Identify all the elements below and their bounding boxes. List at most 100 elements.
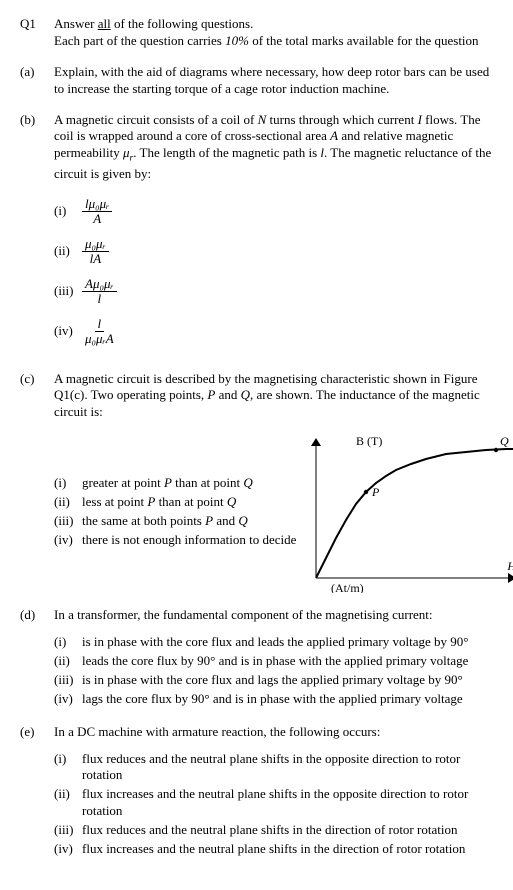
opt-text: leads the core flux by 90° and is in pha… [82, 653, 468, 670]
e-option-iii: (iii)flux reduces and the neutral plane … [54, 822, 493, 839]
part-d-text: In a transformer, the fundamental compon… [54, 607, 493, 624]
part-a-text: Explain, with the aid of diagrams where … [54, 64, 493, 98]
q1-body: Answer all of the following questions. E… [54, 16, 493, 50]
part-b-body: A magnetic circuit consists of a coil of… [54, 112, 493, 357]
var-A: A [330, 128, 338, 143]
opt-text: flux reduces and the neutral plane shift… [82, 751, 493, 785]
fraction: μ₀μᵣlA [82, 237, 109, 267]
roman: (iii) [54, 822, 82, 839]
roman: (i) [54, 751, 82, 785]
var-Q: Q [241, 387, 250, 402]
part-c: (c) A magnetic circuit is described by t… [20, 371, 493, 594]
part-c-label: (c) [20, 371, 54, 594]
c-option-i: (i) greater at point P than at point Q [54, 475, 296, 492]
roman: (ii) [54, 494, 82, 511]
part-c-text: A magnetic circuit is described by the m… [54, 371, 493, 422]
text: and [215, 387, 240, 402]
part-a: (a) Explain, with the aid of diagrams wh… [20, 64, 493, 98]
c-option-iii: (iii) the same at both points P and Q [54, 513, 296, 530]
text: . The length of the magnetic path is [133, 145, 320, 160]
d-option-iv: (iv)lags the core flux by 90° and is in … [54, 691, 493, 708]
part-b-text: A magnetic circuit consists of a coil of… [54, 112, 493, 183]
q1-label: Q1 [20, 16, 54, 50]
e-option-i: (i)flux reduces and the neutral plane sh… [54, 751, 493, 785]
numerator: l [95, 317, 105, 332]
underline-all: all [98, 16, 111, 31]
part-c-layout: (i) greater at point P than at point Q (… [54, 433, 493, 593]
roman: (iv) [54, 532, 82, 549]
part-d-label: (d) [20, 607, 54, 709]
var-mu-r: μr [123, 145, 133, 160]
b-option-ii: (ii) μ₀μᵣlA [54, 237, 493, 267]
text: turns through which current [266, 112, 417, 127]
part-a-label: (a) [20, 64, 54, 98]
part-e-label: (e) [20, 724, 54, 860]
denominator: μ₀μᵣA [82, 332, 117, 346]
e-option-ii: (ii)flux increases and the neutral plane… [54, 786, 493, 820]
part-e-text: In a DC machine with armature reaction, … [54, 724, 493, 741]
denominator: A [90, 212, 104, 226]
numerator: lμ₀μᵣ [82, 197, 112, 212]
roman: (i) [54, 203, 82, 220]
roman: (i) [54, 634, 82, 651]
part-e-body: In a DC machine with armature reaction, … [54, 724, 493, 860]
c-option-iv: (iv) there is not enough information to … [54, 532, 296, 549]
opt-text: flux increases and the neutral plane shi… [82, 786, 493, 820]
part-c-options: (i) greater at point P than at point Q (… [54, 433, 296, 551]
text: of the total marks available for the que… [249, 33, 479, 48]
part-d-body: In a transformer, the fundamental compon… [54, 607, 493, 709]
roman: (iv) [54, 691, 82, 708]
roman: (iv) [54, 841, 82, 858]
opt-text: flux increases and the neutral plane shi… [82, 841, 465, 858]
text: A magnetic circuit consists of a coil of [54, 112, 258, 127]
roman: (ii) [54, 786, 82, 820]
d-option-i: (i)is in phase with the core flux and le… [54, 634, 493, 651]
b-option-iv: (iv) lμ₀μᵣA [54, 317, 493, 347]
q1-line2: Each part of the question carries 10% of… [54, 33, 493, 50]
numerator: Aμ₀μᵣ [82, 277, 117, 292]
fraction: lμ₀μᵣA [82, 317, 117, 347]
opt-text: there is not enough information to decid… [82, 532, 296, 549]
part-c-chart: P Q B (T) (At/m) H [296, 433, 513, 593]
roman: (iv) [54, 323, 82, 340]
q1-line1: Answer all of the following questions. [54, 16, 493, 33]
numerator: μ₀μᵣ [82, 237, 109, 252]
part-b-options: (i) lμ₀μᵣA (ii) μ₀μᵣlA (iii) Aμ₀μᵣl (iv)… [54, 197, 493, 347]
e-option-iv: (iv)flux increases and the neutral plane… [54, 841, 493, 858]
q1-header: Q1 Answer all of the following questions… [20, 16, 493, 50]
italic-percent: 10% [225, 33, 249, 48]
roman: (iii) [54, 513, 82, 530]
roman: (i) [54, 475, 82, 492]
part-d: (d) In a transformer, the fundamental co… [20, 607, 493, 709]
opt-text: greater at point P than at point Q [82, 475, 253, 492]
magnetising-curve-chart: P Q B (T) (At/m) H [296, 433, 513, 593]
svg-text:P: P [371, 485, 380, 499]
opt-text: lags the core flux by 90° and is in phas… [82, 691, 463, 708]
roman: (iii) [54, 672, 82, 689]
opt-text: is in phase with the core flux and lags … [82, 672, 463, 689]
d-option-ii: (ii)leads the core flux by 90° and is in… [54, 653, 493, 670]
roman: (ii) [54, 653, 82, 670]
part-e: (e) In a DC machine with armature reacti… [20, 724, 493, 860]
text: of the following questions. [111, 16, 254, 31]
part-b-label: (b) [20, 112, 54, 357]
fraction: Aμ₀μᵣl [82, 277, 117, 307]
opt-text: is in phase with the core flux and leads… [82, 634, 468, 651]
var-N: N [258, 112, 267, 127]
svg-text:Q: Q [500, 434, 509, 448]
denominator: lA [87, 252, 105, 266]
c-option-ii: (ii) less at point P than at point Q [54, 494, 296, 511]
part-b: (b) A magnetic circuit consists of a coi… [20, 112, 493, 357]
svg-text:(At/m): (At/m) [331, 581, 364, 593]
b-option-i: (i) lμ₀μᵣA [54, 197, 493, 227]
opt-text: less at point P than at point Q [82, 494, 236, 511]
roman: (iii) [54, 283, 82, 300]
roman: (ii) [54, 243, 82, 260]
fraction: lμ₀μᵣA [82, 197, 112, 227]
text: Answer [54, 16, 98, 31]
svg-text:H: H [507, 559, 513, 573]
part-c-body: A magnetic circuit is described by the m… [54, 371, 493, 594]
svg-text:B (T): B (T) [356, 434, 382, 448]
text: Each part of the question carries [54, 33, 225, 48]
opt-text: flux reduces and the neutral plane shift… [82, 822, 457, 839]
